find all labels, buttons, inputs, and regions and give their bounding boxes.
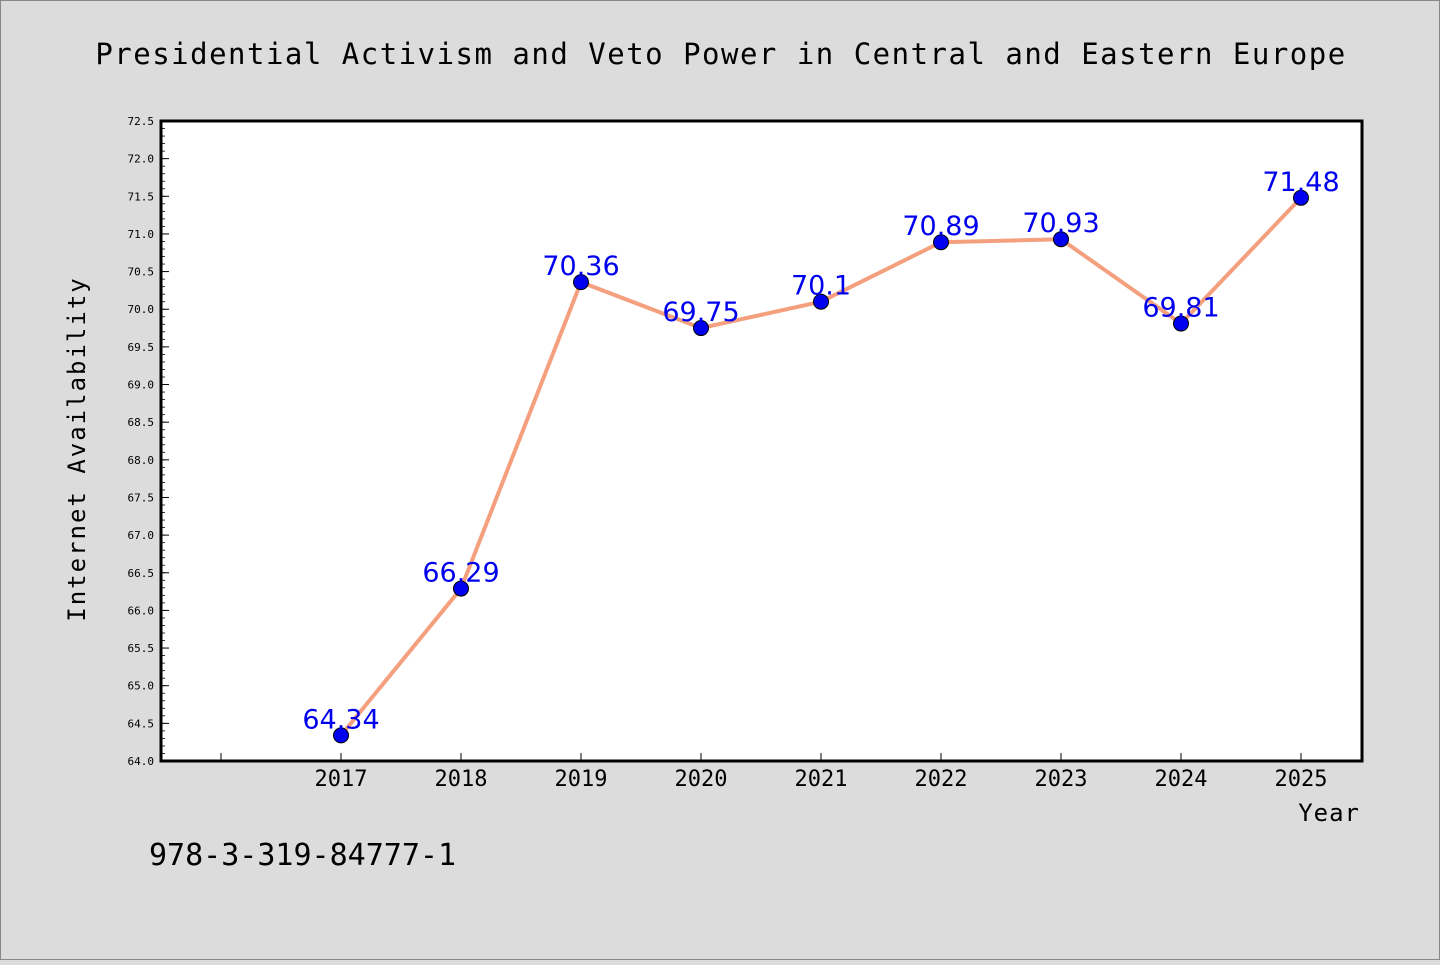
y-tick-label: 71.0 bbox=[128, 228, 155, 241]
data-point bbox=[1293, 189, 1309, 206]
data-points bbox=[333, 189, 1309, 744]
y-tick-label: 65.5 bbox=[128, 642, 155, 655]
data-point bbox=[693, 320, 709, 337]
data-label: 71.48 bbox=[1262, 167, 1339, 198]
data-label: 70.1 bbox=[791, 271, 851, 302]
data-label: 70.93 bbox=[1022, 208, 1099, 239]
y-tick-label: 67.0 bbox=[128, 529, 155, 542]
y-tick-label: 64.0 bbox=[128, 755, 155, 768]
data-point bbox=[933, 234, 949, 251]
plot-area bbox=[159, 119, 1364, 763]
x-tick-label: 2024 bbox=[1155, 767, 1208, 792]
x-tick-label: 2017 bbox=[315, 767, 368, 792]
y-tick-label: 64.5 bbox=[128, 717, 155, 730]
data-label: 69.75 bbox=[662, 297, 739, 328]
y-tick-label: 65.0 bbox=[128, 680, 155, 693]
x-tick-label: 2021 bbox=[795, 767, 848, 792]
y-tick-label: 70.5 bbox=[128, 266, 155, 279]
y-tick-label: 71.5 bbox=[128, 190, 155, 203]
chart-title: Presidential Activism and Veto Power in … bbox=[95, 37, 1346, 71]
isbn-text: 978-3-319-84777-1 bbox=[149, 838, 456, 873]
data-label: 69.81 bbox=[1142, 293, 1219, 324]
x-tick-label: 2025 bbox=[1275, 767, 1328, 792]
x-tick-label: 2020 bbox=[675, 767, 728, 792]
y-tick-label: 69.0 bbox=[128, 379, 155, 392]
x-tick-label: 2018 bbox=[435, 767, 488, 792]
y-tick-label: 72.0 bbox=[128, 153, 155, 166]
y-tick-label: 68.5 bbox=[128, 416, 155, 429]
x-tick-label: 2019 bbox=[555, 767, 608, 792]
y-tick-label: 68.0 bbox=[128, 454, 155, 467]
x-tick-label: 2022 bbox=[915, 767, 968, 792]
y-axis-label: Internet Availability bbox=[63, 276, 91, 621]
data-point bbox=[813, 293, 829, 310]
y-axis: 64.0 64.5 65.0 65.5 66.0 66.5 67.0 67.5 68.0 68.5… bbox=[128, 115, 169, 768]
data-point bbox=[573, 274, 589, 291]
x-axis-label: Year bbox=[1298, 799, 1360, 827]
data-point bbox=[453, 580, 469, 597]
data-label: 70.89 bbox=[902, 211, 979, 242]
data-label: 66.29 bbox=[422, 558, 499, 589]
data-label: 64.34 bbox=[302, 704, 379, 735]
y-tick-label: 66.5 bbox=[128, 567, 155, 580]
y-tick-label: 66.0 bbox=[128, 604, 155, 617]
data-label: 70.36 bbox=[542, 251, 619, 282]
y-tick-label: 67.5 bbox=[128, 491, 155, 504]
y-tick-label: 72.5 bbox=[128, 115, 155, 128]
y-tick-label: 70.0 bbox=[128, 303, 155, 316]
data-point bbox=[1053, 231, 1069, 248]
y-tick-label: 69.5 bbox=[128, 341, 155, 354]
data-point bbox=[333, 727, 349, 744]
data-point bbox=[1173, 315, 1189, 332]
data-labels: 64.34 66.29 70.36 69.75 70.1 70.89 70.93 69.81 7… bbox=[302, 167, 1339, 736]
x-tick-label: 2023 bbox=[1035, 767, 1088, 792]
x-axis: 2017 2018 2019 2020 2021 2022 2023 2024 2025 bbox=[220, 753, 1328, 792]
